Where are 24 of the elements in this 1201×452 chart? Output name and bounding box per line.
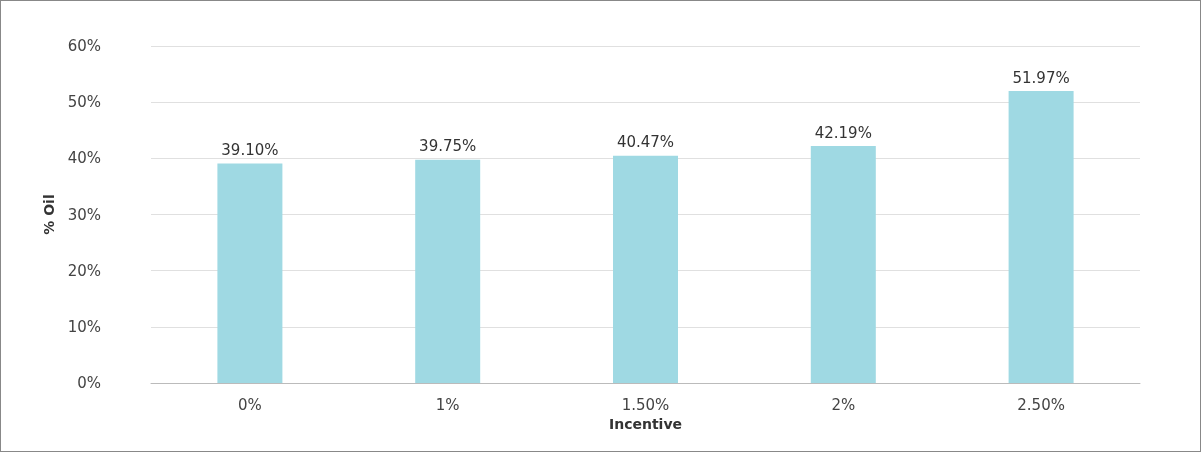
y-tick-label: 20% bbox=[67, 261, 101, 280]
y-tick-label: 30% bbox=[67, 205, 101, 224]
bar bbox=[1008, 91, 1074, 383]
x-tick-label: 1.50% bbox=[621, 395, 670, 414]
x-tick-label: 2% bbox=[831, 395, 856, 414]
data-label: 40.47% bbox=[616, 133, 675, 152]
x-tick-label: 0% bbox=[238, 395, 262, 414]
y-tick-label: 10% bbox=[67, 317, 101, 336]
y-tick-label: 50% bbox=[67, 93, 101, 112]
x-tick-label: 1% bbox=[435, 395, 460, 414]
bar bbox=[810, 146, 876, 383]
y-tick-label: 60% bbox=[67, 37, 101, 55]
data-label: 39.10% bbox=[221, 140, 279, 159]
bar bbox=[613, 155, 678, 383]
bar bbox=[415, 159, 481, 383]
x-tick-label: 2.50% bbox=[1017, 395, 1065, 414]
y-tick-label: 40% bbox=[67, 149, 101, 168]
y-tick-label: 0% bbox=[77, 374, 101, 392]
data-label: 39.75% bbox=[419, 137, 477, 156]
data-label: 42.19% bbox=[814, 123, 872, 142]
y-axis-title: % Oil bbox=[41, 194, 57, 235]
data-label: 51.97% bbox=[1012, 68, 1070, 87]
bar bbox=[217, 163, 283, 383]
x-axis-title: Incentive bbox=[608, 415, 683, 432]
